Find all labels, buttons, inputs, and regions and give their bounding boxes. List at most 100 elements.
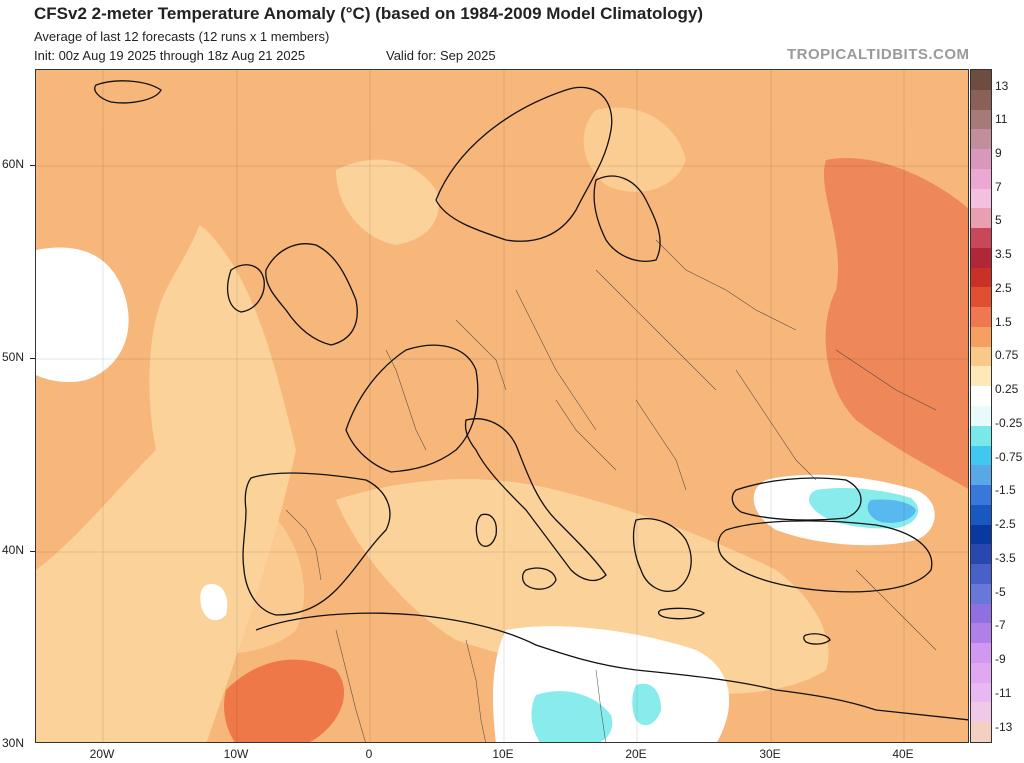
coastline-scandinavia [435,86,613,242]
coastline-britain [265,243,358,346]
colorbar-segment [971,564,991,585]
colorbar-label-neg-2-5: -2.5 [995,517,1016,531]
colorbar-label-neg-9: -9 [995,652,1006,666]
colorbar-segment [971,287,991,308]
colorbar-segment [971,544,991,565]
coastline-sardinia [475,513,497,547]
colorbar-segment [971,662,991,684]
iberia-mild [163,507,305,654]
lon-label-30e: 30E [759,747,781,761]
colorbar-label-neg-0-75: -0.75 [995,450,1023,464]
colorbar-label-neg-11: -11 [995,686,1012,700]
colorbar-segment [971,267,991,288]
lat-tick-60n [30,165,35,166]
colorbar [970,69,992,743]
lat-label-60n: 60N [2,157,25,171]
lat-tick-50n [30,358,35,359]
brand-watermark: TROPICALTIDBITS.COM [787,46,970,63]
east-hot-area [823,158,968,489]
coastline-europe [94,80,968,721]
coastline-iceland [94,80,162,104]
colorbar-label-1-5: 1.5 [995,315,1012,329]
colorbar-segment [971,643,991,664]
lat-label-30n: 30N [2,736,25,750]
coastline-greece [632,518,692,592]
lon-label-40e: 40E [892,747,914,761]
north-sea-mild [336,159,439,245]
colorbar-segment [971,425,991,446]
colorbar-segment [971,504,991,526]
atlantic-neutral-area [36,247,129,383]
libya-cool-area-east [632,683,661,726]
colorbar-label-neg-13: -13 [995,720,1013,734]
colorbar-segment [971,168,991,190]
lat-label-50n: 50N [2,350,25,364]
colorbar-segment [971,346,991,367]
colorbar-label-neg-0-25: -0.25 [995,416,1023,430]
colorbar-label-neg-7: -7 [995,618,1006,632]
baltic-mild [583,107,686,192]
north-africa-hot [224,659,345,742]
colorbar-segment [971,445,991,466]
lat-tick-40n [30,551,35,552]
lon-label-10e: 10E [492,747,514,761]
colorbar-segment [971,326,991,348]
valid-text: Valid for: Sep 2025 [386,48,496,63]
chart-title: CFSv2 2-meter Temperature Anomaly (°C) (… [34,4,704,23]
coastline-turkey [717,520,933,593]
colorbar-label-5: 5 [995,213,1002,227]
coastline-italy [464,418,607,582]
coastline-cyprus [803,633,831,645]
lon-label-0: 0 [365,747,373,761]
colorbar-segment [971,524,991,545]
lon-label-10w: 10W [223,747,249,761]
colorbar-segment [971,247,991,269]
colorbar-segment [971,465,991,486]
colorbar-label-9: 9 [995,146,1002,160]
colorbar-segment [971,603,991,624]
colorbar-segment [971,89,991,110]
colorbar-label-11: 11 [995,112,1008,126]
colorbar-segment [971,149,991,170]
colorbar-segment [971,228,991,249]
black-sea-cold-core [867,499,916,523]
coastline-crete [657,607,706,620]
lon-label-20e: 20E [625,747,647,761]
anomaly-map [35,69,969,743]
colorbar-label-neg-3-5: -3.5 [995,551,1016,565]
colorbar-segment [971,129,991,150]
coastline-north-africa [255,612,968,721]
colorbar-label-2-5: 2.5 [995,281,1012,295]
graticule [36,70,968,742]
colorbar-label-0-75: 0.75 [995,348,1019,362]
colorbar-segment [971,406,991,427]
lat-label-40n: 40N [2,543,25,557]
country-borders [285,239,937,742]
coastline-ireland [227,264,265,313]
colorbar-label-0-25: 0.25 [995,382,1019,396]
coastline-black-sea [731,477,862,521]
chart-subtitle: Average of last 12 forecasts (12 runs x … [34,29,330,44]
colorbar-segment [971,366,991,387]
colorbar-segment [971,623,991,644]
coastline-iberia [242,472,391,616]
coastline-baltic [593,175,661,262]
colorbar-segment [971,386,991,407]
colorbar-segment [971,702,991,723]
lon-label-20w: 20W [89,747,115,761]
colorbar-segment [971,70,991,91]
colorbar-segment [971,208,991,229]
colorbar-label-7: 7 [995,180,1002,194]
colorbar-segment [971,722,991,743]
init-text: Init: 00z Aug 19 2025 through 18z Aug 21… [34,48,306,63]
africa-neutral-spot [200,584,228,621]
colorbar-label-neg-1-5: -1.5 [995,483,1016,497]
colorbar-segment [971,583,991,605]
anomaly-map-svg [36,70,968,742]
colorbar-segment [971,109,991,130]
mediterranean-mild [336,479,829,694]
colorbar-segment [971,682,991,703]
colorbar-segment [971,188,991,209]
coastline-sicily [521,567,557,590]
colorbar-segment [971,485,991,506]
